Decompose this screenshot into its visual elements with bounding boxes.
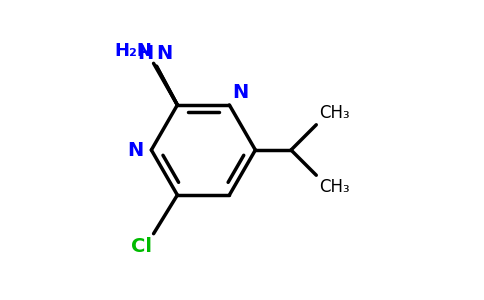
Text: N: N — [156, 44, 172, 63]
Text: CH₃: CH₃ — [319, 104, 350, 122]
Text: Cl: Cl — [131, 237, 152, 256]
Text: H: H — [137, 44, 153, 63]
Text: N: N — [128, 140, 144, 160]
Text: H₂N: H₂N — [114, 42, 152, 60]
Text: CH₃: CH₃ — [319, 178, 350, 196]
Text: N: N — [232, 83, 249, 102]
